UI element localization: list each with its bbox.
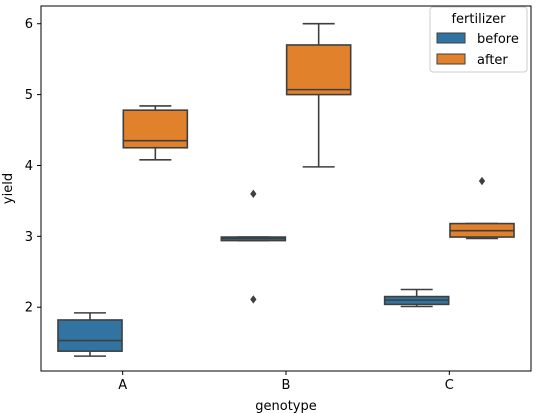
box-before-C <box>383 288 450 308</box>
outlier-point <box>478 176 486 186</box>
legend-items: before after <box>436 32 519 68</box>
box-after-A <box>122 105 189 161</box>
y-tick-label: 5 <box>25 88 33 103</box>
legend-swatch-before <box>436 32 466 44</box>
box-before-B <box>220 189 287 304</box>
x-tick-label: A <box>118 378 127 393</box>
y-tick-label: 6 <box>25 17 33 32</box>
plot-area <box>57 22 515 357</box>
legend: fertilizer before after <box>429 6 528 73</box>
box-before-A <box>57 312 123 357</box>
legend-title: fertilizer <box>451 12 506 27</box>
x-tick-label: B <box>282 378 291 393</box>
legend-label-before: before <box>477 32 519 47</box>
y-tick-label: 4 <box>25 159 33 174</box>
x-axis-label: genotype <box>255 399 316 413</box>
box-after-C <box>449 176 515 240</box>
legend-label-after: after <box>477 53 508 68</box>
box-iqr <box>285 44 352 96</box>
box-iqr <box>57 319 123 352</box>
y-axis-ticks: 2 3 4 5 6 <box>25 17 41 316</box>
outlier-point <box>250 189 257 199</box>
outlier-point <box>250 295 257 304</box>
x-axis-ticks: A B C <box>118 371 454 393</box>
legend-swatch-after <box>436 53 466 65</box>
box-iqr <box>122 109 189 149</box>
x-tick-label: C <box>445 378 454 393</box>
y-axis-label: yield <box>1 173 16 204</box>
box-after-B <box>285 22 352 168</box>
y-tick-label: 3 <box>25 230 33 245</box>
y-tick-label: 2 <box>25 301 33 316</box>
